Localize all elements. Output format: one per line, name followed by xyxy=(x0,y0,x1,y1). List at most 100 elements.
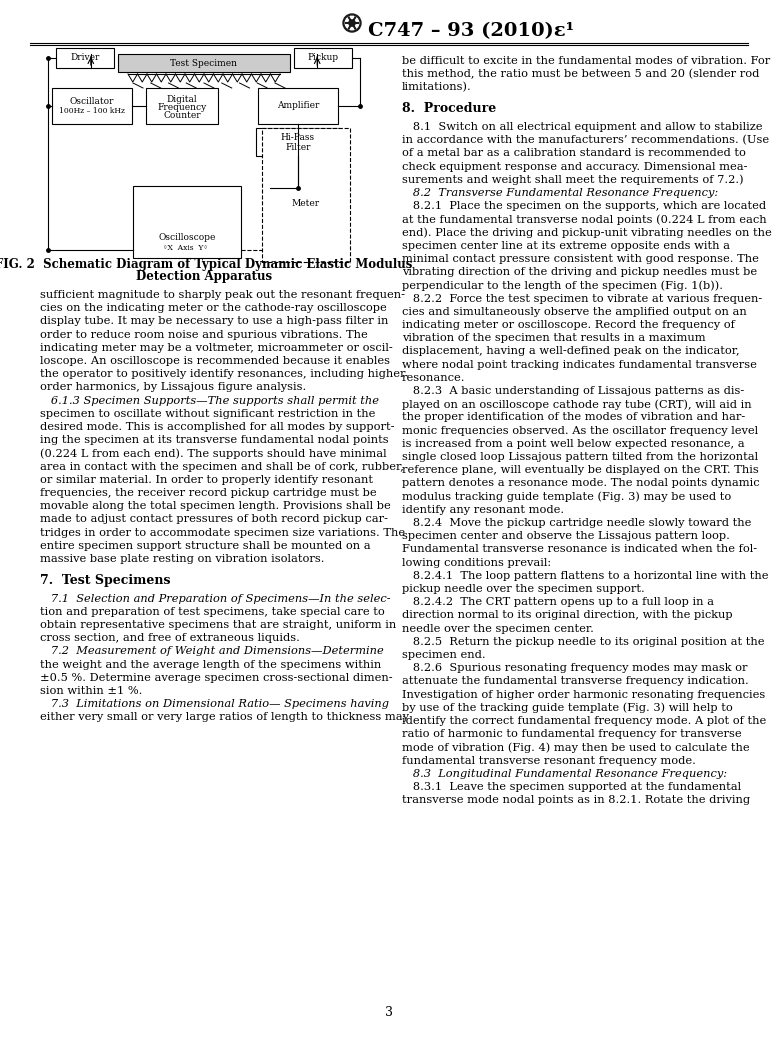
Text: at the fundamental transverse nodal points (0.224 L from each: at the fundamental transverse nodal poin… xyxy=(402,214,766,225)
Bar xyxy=(270,192,342,215)
Text: 7.2  Measurement of Weight and Dimensions—Determine: 7.2 Measurement of Weight and Dimensions… xyxy=(40,646,384,657)
Text: 8.2  Transverse Fundamental Resonance Frequency:: 8.2 Transverse Fundamental Resonance Fre… xyxy=(402,188,718,198)
Text: Pickup: Pickup xyxy=(307,53,338,62)
Text: made to adjust contact pressures of both record pickup car-: made to adjust contact pressures of both… xyxy=(40,514,388,525)
Text: modulus tracking guide template (Fig. 3) may be used to: modulus tracking guide template (Fig. 3)… xyxy=(402,491,731,502)
Text: ing the specimen at its transverse fundamental nodal points: ing the specimen at its transverse funda… xyxy=(40,435,389,446)
Text: 7.1  Selection and Preparation of Specimens—In the selec-: 7.1 Selection and Preparation of Specime… xyxy=(40,593,391,604)
Text: obtain representative specimens that are straight, uniform in: obtain representative specimens that are… xyxy=(40,620,396,630)
Text: 8.2.2  Force the test specimen to vibrate at various frequen-: 8.2.2 Force the test specimen to vibrate… xyxy=(402,294,762,304)
Circle shape xyxy=(343,14,361,32)
Text: pickup needle over the specimen support.: pickup needle over the specimen support. xyxy=(402,584,645,594)
Text: Digital: Digital xyxy=(166,96,198,104)
Text: (0.224 L from each end). The supports should have minimal: (0.224 L from each end). The supports sh… xyxy=(40,449,387,459)
Text: where nodal point tracking indicates fundamental transverse: where nodal point tracking indicates fun… xyxy=(402,359,757,370)
Text: in accordance with the manufacturers’ recommendations. (Use: in accordance with the manufacturers’ re… xyxy=(402,135,769,146)
Text: specimen to oscillate without significant restriction in the: specimen to oscillate without significan… xyxy=(40,409,375,418)
Text: limitations).: limitations). xyxy=(402,82,471,93)
Text: sion within ±1 %.: sion within ±1 %. xyxy=(40,686,142,696)
Text: of a metal bar as a calibration standard is recommended to: of a metal bar as a calibration standard… xyxy=(402,149,746,158)
Text: specimen center line at its extreme opposite ends with a: specimen center line at its extreme oppo… xyxy=(402,240,730,251)
Text: 8.2.3  A basic understanding of Lissajous patterns as dis-: 8.2.3 A basic understanding of Lissajous… xyxy=(402,386,745,396)
Text: cies and simultaneously observe the amplified output on an: cies and simultaneously observe the ampl… xyxy=(402,307,747,316)
Text: specimen center and observe the Lissajous pattern loop.: specimen center and observe the Lissajou… xyxy=(402,531,730,541)
Text: lowing conditions prevail:: lowing conditions prevail: xyxy=(402,558,551,567)
Text: desired mode. This is accomplished for all modes by support-: desired mode. This is accomplished for a… xyxy=(40,422,394,432)
Text: 8.  Procedure: 8. Procedure xyxy=(402,102,496,116)
Text: 100Hz – 100 kHz: 100Hz – 100 kHz xyxy=(59,107,125,115)
Text: monic frequencies observed. As the oscillator frequency level: monic frequencies observed. As the oscil… xyxy=(402,426,758,435)
Text: indicating meter may be a voltmeter, microammeter or oscil-: indicating meter may be a voltmeter, mic… xyxy=(40,342,393,353)
Text: specimen end.: specimen end. xyxy=(402,650,485,660)
Text: 8.2.4  Move the pickup cartridge needle slowly toward the: 8.2.4 Move the pickup cartridge needle s… xyxy=(402,518,752,528)
Text: area in contact with the specimen and shall be of cork, rubber,: area in contact with the specimen and sh… xyxy=(40,461,404,472)
Text: minimal contact pressure consistent with good response. The: minimal contact pressure consistent with… xyxy=(402,254,759,264)
Text: 8.2.4.2  The CRT pattern opens up to a full loop in a: 8.2.4.2 The CRT pattern opens up to a fu… xyxy=(402,598,714,607)
Text: movable along the total specimen length. Provisions shall be: movable along the total specimen length.… xyxy=(40,501,391,511)
Text: Detection Apparatus: Detection Apparatus xyxy=(136,270,272,283)
Text: Investigation of higher order harmonic resonating frequencies: Investigation of higher order harmonic r… xyxy=(402,689,766,700)
Text: direction normal to its original direction, with the pickup: direction normal to its original directi… xyxy=(402,610,733,620)
Text: Filter: Filter xyxy=(286,143,310,152)
Text: check equipment response and accuracy. Dimensional mea-: check equipment response and accuracy. D… xyxy=(402,161,748,172)
Text: 8.2.1  Place the specimen on the supports, which are located: 8.2.1 Place the specimen on the supports… xyxy=(402,201,766,211)
Text: resonance.: resonance. xyxy=(402,373,465,383)
Text: attenuate the fundamental transverse frequency indication.: attenuate the fundamental transverse fre… xyxy=(402,677,748,686)
Text: be difficult to excite in the fundamental modes of vibration. For: be difficult to excite in the fundamenta… xyxy=(402,56,770,66)
Text: Test Specimen: Test Specimen xyxy=(170,58,237,68)
Text: needle over the specimen center.: needle over the specimen center. xyxy=(402,624,594,634)
Text: is increased from a point well below expected resonance, a: is increased from a point well below exp… xyxy=(402,439,745,449)
Text: identify any resonant mode.: identify any resonant mode. xyxy=(402,505,564,515)
Text: 8.2.6  Spurious resonating frequency modes may mask or: 8.2.6 Spurious resonating frequency mode… xyxy=(402,663,748,674)
Text: 8.2.4.1  The loop pattern flattens to a horizontal line with the: 8.2.4.1 The loop pattern flattens to a h… xyxy=(402,570,769,581)
Text: the weight and the average length of the specimens within: the weight and the average length of the… xyxy=(40,660,381,669)
Text: cross section, and free of extraneous liquids.: cross section, and free of extraneous li… xyxy=(40,633,300,643)
Text: or similar material. In order to properly identify resonant: or similar material. In order to properl… xyxy=(40,475,373,485)
Text: cies on the indicating meter or the cathode-ray oscilloscope: cies on the indicating meter or the cath… xyxy=(40,303,387,313)
Text: tion and preparation of test specimens, take special care to: tion and preparation of test specimens, … xyxy=(40,607,385,617)
Text: played on an oscilloscope cathode ray tube (CRT), will aid in: played on an oscilloscope cathode ray tu… xyxy=(402,399,752,410)
Text: vibration of the specimen that results in a maximum: vibration of the specimen that results i… xyxy=(402,333,706,344)
Text: Fundamental transverse resonance is indicated when the fol-: Fundamental transverse resonance is indi… xyxy=(402,544,757,555)
Bar xyxy=(258,88,338,124)
Text: tridges in order to accommodate specimen size variations. The: tridges in order to accommodate specimen… xyxy=(40,528,405,537)
Text: Amplifier: Amplifier xyxy=(277,102,319,110)
Text: vibrating direction of the driving and pickup needles must be: vibrating direction of the driving and p… xyxy=(402,268,757,277)
Text: Driver: Driver xyxy=(70,53,100,62)
Text: the proper identification of the modes of vibration and har-: the proper identification of the modes o… xyxy=(402,412,745,423)
Text: 8.3.1  Leave the specimen supported at the fundamental: 8.3.1 Leave the specimen supported at th… xyxy=(402,782,741,792)
Text: loscope. An oscilloscope is recommended because it enables: loscope. An oscilloscope is recommended … xyxy=(40,356,390,366)
Text: mode of vibration (Fig. 4) may then be used to calculate the: mode of vibration (Fig. 4) may then be u… xyxy=(402,742,750,753)
Text: pattern denotes a resonance mode. The nodal points dynamic: pattern denotes a resonance mode. The no… xyxy=(402,479,759,488)
Text: FIG. 2  Schematic Diagram of Typical Dynamic Elastic Modulus: FIG. 2 Schematic Diagram of Typical Dyna… xyxy=(0,258,412,271)
Text: 3: 3 xyxy=(385,1006,393,1019)
Text: Oscillator: Oscillator xyxy=(70,97,114,105)
Text: Oscilloscope: Oscilloscope xyxy=(158,233,216,243)
Text: display tube. It may be necessary to use a high-pass filter in: display tube. It may be necessary to use… xyxy=(40,316,388,327)
Text: 8.2.5  Return the pickup needle to its original position at the: 8.2.5 Return the pickup needle to its or… xyxy=(402,637,765,646)
Text: 6.1.3 Specimen Supports—The supports shall permit the: 6.1.3 Specimen Supports—The supports sha… xyxy=(40,396,379,406)
Circle shape xyxy=(349,20,355,26)
Text: single closed loop Lissajous pattern tilted from the horizontal: single closed loop Lissajous pattern til… xyxy=(402,452,758,462)
Text: C747 – 93 (2010)ε¹: C747 – 93 (2010)ε¹ xyxy=(368,22,574,40)
Text: end). Place the driving and pickup-unit vibrating needles on the: end). Place the driving and pickup-unit … xyxy=(402,228,772,238)
Bar xyxy=(146,88,218,124)
Bar xyxy=(52,88,132,124)
Text: 7.3  Limitations on Dimensional Ratio— Specimens having: 7.3 Limitations on Dimensional Ratio— Sp… xyxy=(40,700,389,709)
Text: identify the correct fundamental frequency mode. A plot of the: identify the correct fundamental frequen… xyxy=(402,716,766,726)
Text: 8.1  Switch on all electrical equipment and allow to stabilize: 8.1 Switch on all electrical equipment a… xyxy=(402,122,762,132)
Bar xyxy=(118,54,290,72)
Bar xyxy=(256,128,340,156)
Text: perpendicular to the length of the specimen (Fig. 1(b)).: perpendicular to the length of the speci… xyxy=(402,280,723,291)
Text: surements and weight shall meet the requirements of 7.2.): surements and weight shall meet the requ… xyxy=(402,175,744,185)
Text: sufficient magnitude to sharply peak out the resonant frequen-: sufficient magnitude to sharply peak out… xyxy=(40,290,405,300)
Text: reference plane, will eventually be displayed on the CRT. This: reference plane, will eventually be disp… xyxy=(402,465,759,475)
Text: frequencies, the receiver record pickup cartridge must be: frequencies, the receiver record pickup … xyxy=(40,488,377,498)
Text: Frequency: Frequency xyxy=(157,102,207,111)
Bar xyxy=(294,48,352,68)
Text: ±0.5 %. Determine average specimen cross-sectional dimen-: ±0.5 %. Determine average specimen cross… xyxy=(40,672,393,683)
Text: order harmonics, by Lissajous figure analysis.: order harmonics, by Lissajous figure ana… xyxy=(40,382,307,392)
Text: 7.  Test Specimens: 7. Test Specimens xyxy=(40,574,170,587)
Circle shape xyxy=(345,17,359,30)
Text: the operator to positively identify resonances, including higher: the operator to positively identify reso… xyxy=(40,370,405,379)
